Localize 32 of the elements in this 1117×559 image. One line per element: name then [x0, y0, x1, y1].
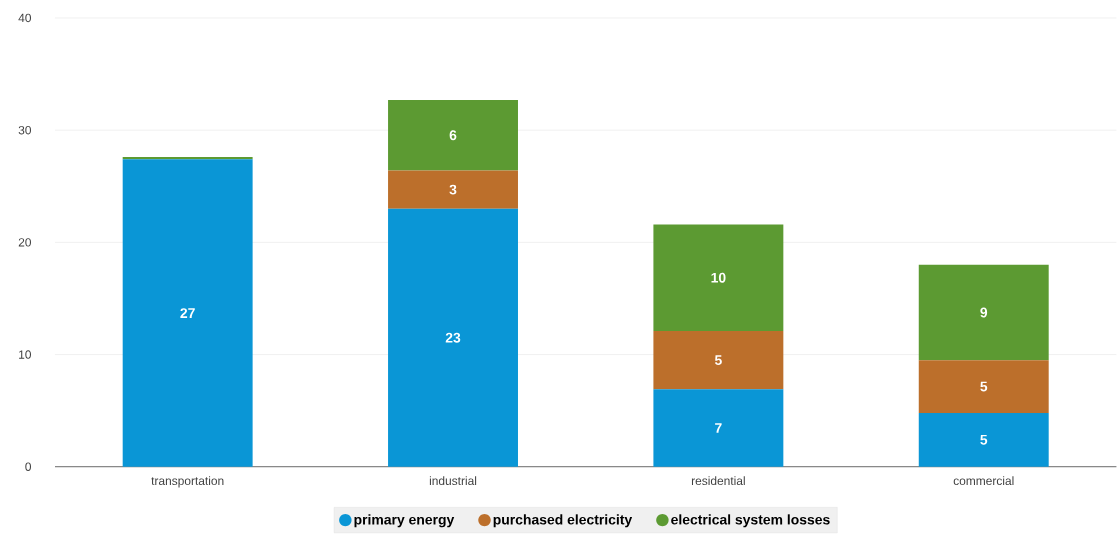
x-tick-label: transportation	[151, 476, 224, 488]
bar	[653, 389, 784, 467]
x-tick-label: residential	[691, 476, 745, 486]
bar	[388, 208, 518, 467]
x-tick-label: industrial	[429, 476, 477, 486]
data-label: 5	[980, 435, 988, 445]
x-tick-label: commercial	[953, 476, 1014, 486]
data-label: 3	[449, 184, 457, 195]
y-tick-label: 40	[18, 13, 32, 23]
data-label: 23	[445, 332, 461, 343]
data-label: 7	[715, 423, 722, 433]
y-tick-label: 10	[19, 350, 32, 359]
data-label: 10	[711, 272, 726, 283]
y-tick-label: 30	[18, 126, 32, 135]
legend-label: electrical system losses	[671, 514, 830, 528]
legend-label: primary energy	[354, 514, 455, 528]
data-label: 5	[714, 355, 722, 366]
data-label: 27	[180, 308, 195, 319]
bar	[918, 264, 1049, 361]
data-label: 5	[980, 381, 988, 392]
data-label: 9	[980, 307, 988, 318]
bar	[388, 170, 518, 209]
legend-label: purchased electricity	[493, 514, 633, 528]
bar	[918, 413, 1049, 467]
bar	[918, 360, 1049, 414]
y-tick-label: 0	[25, 462, 32, 472]
y-tick-label: 20	[18, 238, 32, 247]
bar	[653, 331, 784, 390]
data-label: 6	[449, 130, 457, 141]
bar	[122, 159, 253, 467]
bar	[653, 224, 784, 332]
bar	[388, 100, 518, 171]
